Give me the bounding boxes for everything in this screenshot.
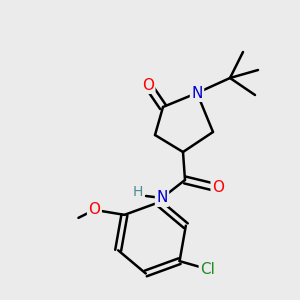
Text: O: O — [88, 202, 101, 217]
Text: H: H — [133, 185, 143, 199]
Text: N: N — [191, 85, 203, 100]
Text: O: O — [142, 77, 154, 92]
Text: O: O — [212, 181, 224, 196]
Text: Cl: Cl — [200, 262, 215, 277]
Text: N: N — [156, 190, 168, 206]
